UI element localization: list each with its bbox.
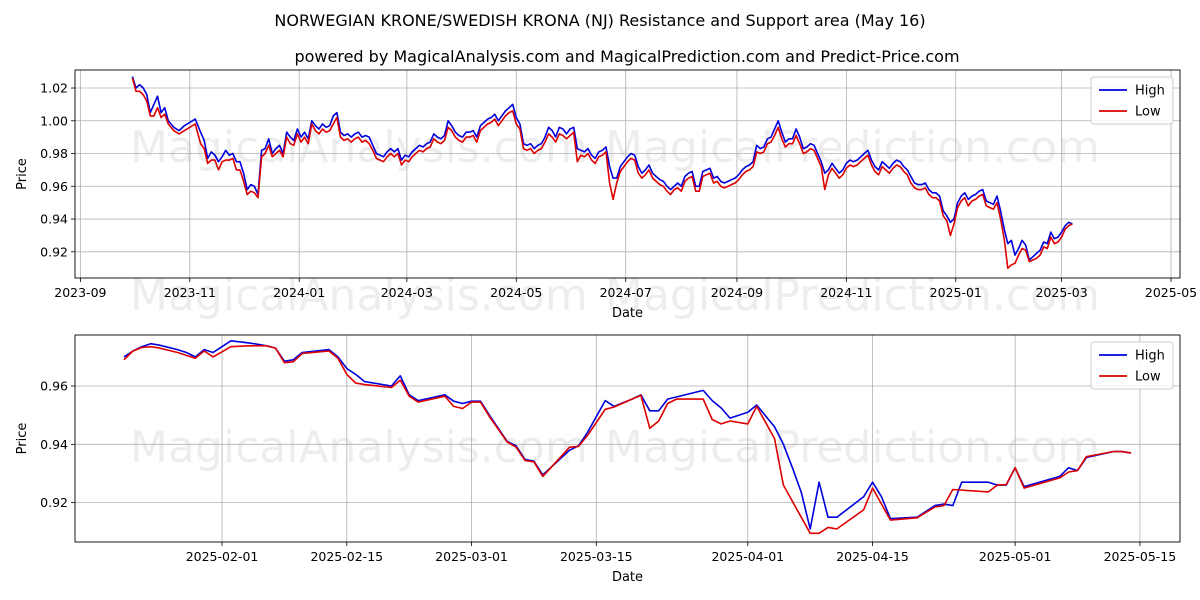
y-tick-label: 1.00 bbox=[40, 113, 68, 128]
legend-label-low: Low bbox=[1135, 370, 1161, 385]
x-axis-label: Date bbox=[612, 570, 643, 585]
x-tick-label: 2025-04-01 bbox=[711, 549, 784, 564]
watermark-text: MagicalAnalysis.com bbox=[130, 122, 588, 173]
y-tick-label: 0.94 bbox=[40, 212, 68, 227]
watermark-text: MagicalAnalysis.com bbox=[130, 422, 588, 473]
x-tick-label: 2025-04-15 bbox=[836, 549, 909, 564]
chart-title: NORWEGIAN KRONE/SWEDISH KRONA (NJ) Resis… bbox=[274, 11, 925, 30]
y-tick-label: 0.98 bbox=[40, 146, 68, 161]
top-chart-panel: MagicalAnalysis.com MagicalPrediction.com… bbox=[15, 69, 1197, 321]
x-tick-label: 2024-05 bbox=[490, 285, 542, 300]
series-line-low bbox=[131, 77, 1073, 270]
legend-box bbox=[1090, 76, 1174, 125]
chart-subtitle: powered by MagicalAnalysis.com and Magic… bbox=[294, 47, 959, 66]
x-tick-label: 2023-09 bbox=[54, 285, 106, 300]
x-tick-label: 2024-11 bbox=[820, 285, 872, 300]
x-axis-label: Date bbox=[612, 306, 643, 321]
x-tick-label: 2025-03-01 bbox=[435, 549, 508, 564]
x-tick-label: 2025-05-15 bbox=[1104, 549, 1177, 564]
series-line-high bbox=[131, 76, 1073, 261]
y-tick-label: 1.02 bbox=[40, 81, 68, 96]
y-axis-label: Price bbox=[15, 158, 30, 190]
y-tick-label: 0.96 bbox=[40, 179, 68, 194]
plot-frame bbox=[74, 69, 1181, 279]
x-tick-label: 2025-02-01 bbox=[186, 549, 259, 564]
x-tick-label: 2024-01 bbox=[273, 285, 325, 300]
y-axis-label: Price bbox=[15, 423, 30, 455]
y-tick-label: 0.92 bbox=[40, 495, 68, 510]
y-tick-label: 0.94 bbox=[40, 437, 68, 452]
x-tick-label: 2024-03 bbox=[381, 285, 433, 300]
x-tick-label: 2024-07 bbox=[600, 285, 652, 300]
plot-frame bbox=[74, 334, 1181, 543]
x-tick-label: 2025-03 bbox=[1035, 285, 1087, 300]
legend-label-low: Low bbox=[1135, 105, 1161, 120]
y-tick-label: 0.92 bbox=[40, 244, 68, 259]
x-tick-label: 2024-09 bbox=[711, 285, 763, 300]
x-tick-label: 2023-11 bbox=[164, 285, 216, 300]
x-tick-label: 2025-02-15 bbox=[310, 549, 383, 564]
legend-label-high: High bbox=[1135, 349, 1165, 364]
watermark-text: MagicalPrediction.com bbox=[605, 122, 1100, 173]
x-tick-label: 2025-05-01 bbox=[979, 549, 1052, 564]
x-tick-label: 2025-05 bbox=[1145, 285, 1197, 300]
bottom-chart-panel: MagicalAnalysis.com MagicalPrediction.com… bbox=[15, 334, 1181, 585]
legend-label-high: High bbox=[1135, 84, 1165, 99]
watermark-text: MagicalPrediction.com bbox=[605, 422, 1100, 473]
legend-box bbox=[1090, 341, 1174, 390]
series-line-low bbox=[123, 344, 1132, 535]
y-tick-label: 0.96 bbox=[40, 379, 68, 394]
x-tick-label: 2025-03-15 bbox=[560, 549, 633, 564]
watermark-text: MagicalAnalysis.com bbox=[130, 270, 588, 321]
x-tick-label: 2025-01 bbox=[930, 285, 982, 300]
watermark-text: MagicalPrediction.com bbox=[605, 270, 1100, 321]
